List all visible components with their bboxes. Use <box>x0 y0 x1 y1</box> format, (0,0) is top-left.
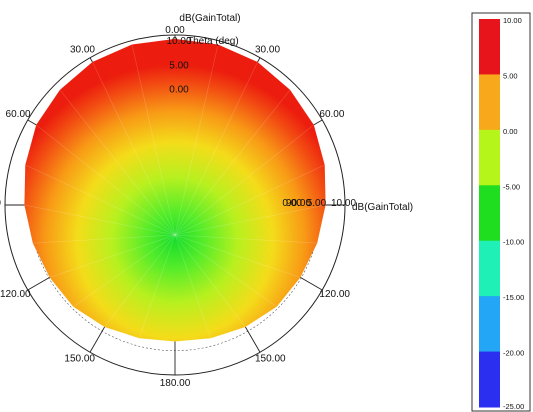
colorbar-label: -20.00 <box>503 349 524 358</box>
gain-pattern <box>24 38 326 342</box>
pattern-mesh-line <box>92 61 176 236</box>
radial-tick-label: 5.00 <box>169 60 189 71</box>
theta-tick-label: 30.00 <box>70 45 95 56</box>
radial-tick-label: 5.00 <box>307 198 327 209</box>
colorbar: 10.00 5.00 0.00 -5.00 -10.00 -15.00 -20.00 -25.… <box>471 12 531 412</box>
theta-tick-label: 90.00 <box>286 198 311 209</box>
pattern-mesh-line <box>59 89 176 236</box>
gain-pattern-surface <box>24 38 326 342</box>
pattern-mesh-line <box>24 204 176 236</box>
theta-tick-label: 120.00 <box>319 289 350 300</box>
pattern-mesh-line <box>25 164 176 236</box>
radial-tick-label: 10.00 <box>331 198 356 209</box>
radial-tick-label: 0.00 <box>169 85 189 96</box>
pattern-mesh-line <box>174 164 325 236</box>
theta-tick-label: 150.00 <box>255 353 286 364</box>
pattern-mesh-line <box>32 234 176 244</box>
colorbar-label: -25.00 <box>503 402 524 411</box>
colorbar-label: -5.00 <box>503 182 520 191</box>
pattern-mesh-line <box>174 124 315 236</box>
pattern-mesh-line <box>174 44 219 236</box>
theta-tick-label: 180.00 <box>160 378 191 389</box>
pattern-mesh-line <box>174 204 326 236</box>
pattern-mesh-line <box>73 234 176 307</box>
colorbar-label: 10.00 <box>503 16 522 25</box>
radial-axis-label: dB(GainTotal) <box>352 202 413 213</box>
theta-tick-label: 150.00 <box>64 353 95 364</box>
colorbar-segment <box>479 351 500 408</box>
pattern-mesh-line <box>174 234 301 278</box>
colorbar-segment <box>479 74 500 131</box>
theta-tick-label: 60.00 <box>319 109 344 120</box>
colorbar-segment <box>479 185 500 242</box>
theta-tick-label: 60.00 <box>6 109 31 120</box>
pattern-mesh-line <box>174 234 212 339</box>
theta-tick-label: 90.00 <box>0 198 1 209</box>
theta-tick-label: 120.00 <box>0 289 31 300</box>
theta-tick-label: 0.00 <box>165 25 185 36</box>
polar-labels: dB(GainTotal) Theta (deg) dB(GainTotal) … <box>0 13 413 389</box>
colorbar-segment <box>479 19 500 75</box>
colorbar-segment <box>479 240 500 297</box>
radial-tick-label: 10.00 <box>166 36 191 47</box>
radial-tick-label: 0.00 <box>282 198 302 209</box>
pattern-mesh-line <box>104 234 176 328</box>
pattern-mesh-line <box>174 89 291 236</box>
colorbar-label: 0.00 <box>503 127 518 136</box>
pattern-mesh-line <box>35 124 176 236</box>
pattern-mesh-line <box>138 234 176 339</box>
colorbar-segment <box>479 296 500 353</box>
pattern-mesh-line <box>131 44 176 236</box>
colorbar-label: -10.00 <box>503 238 524 247</box>
pattern-mesh-line <box>174 61 258 236</box>
pattern-mesh-line <box>174 234 318 244</box>
theta-tick-label: 30.00 <box>255 45 280 56</box>
colorbar-label: -15.00 <box>503 293 524 302</box>
pattern-mesh-line <box>174 234 246 328</box>
colorbar-label: 5.00 <box>503 71 518 80</box>
pattern-mesh-line <box>49 234 176 278</box>
pattern-mesh <box>24 44 326 339</box>
colorbar-segment <box>479 129 500 186</box>
plot-quantity-label: dB(GainTotal) <box>179 13 240 24</box>
pattern-mesh-line <box>174 234 277 307</box>
theta-axis-label: Theta (deg) <box>187 36 239 47</box>
